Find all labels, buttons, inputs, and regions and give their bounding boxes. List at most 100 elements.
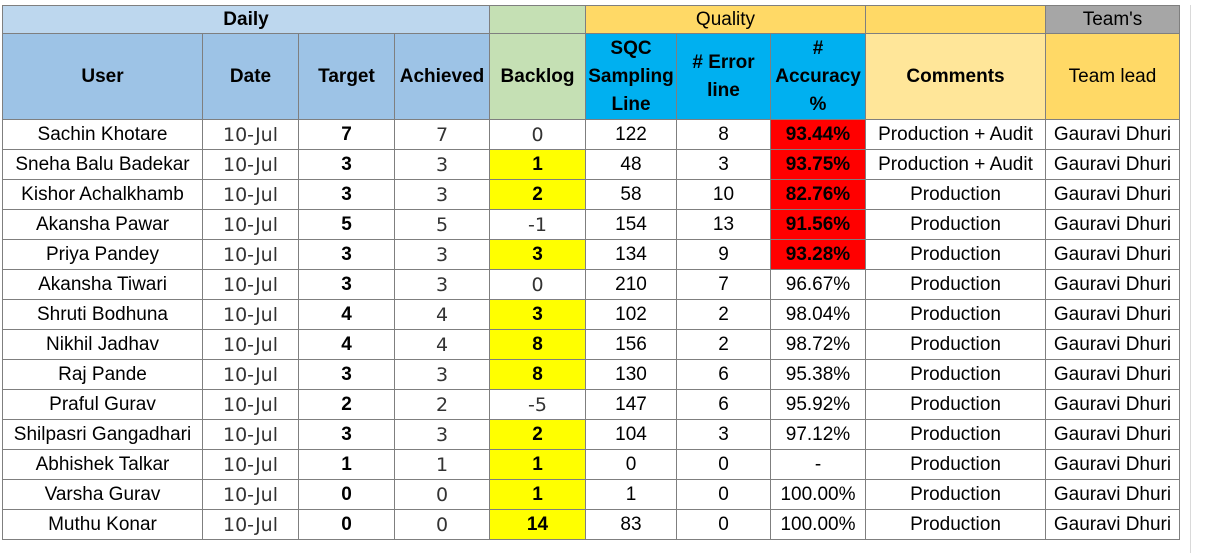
team-lead-cell[interactable]: Gauravi Dhuri (1045, 149, 1180, 180)
user-cell[interactable]: Priya Pandey (2, 239, 203, 270)
sqc-cell[interactable]: 156 (585, 329, 677, 360)
accuracy-cell[interactable]: 98.04% (770, 299, 866, 330)
sqc-cell[interactable]: 48 (585, 149, 677, 180)
achieved-cell[interactable]: 3 (394, 239, 490, 270)
backlog-cell[interactable]: 3 (489, 239, 586, 270)
comments-cell[interactable]: Production (865, 329, 1046, 360)
date-cell[interactable]: 10-Jul (202, 509, 299, 540)
user-cell[interactable]: Akansha Pawar (2, 209, 203, 240)
comments-cell[interactable]: Production (865, 419, 1046, 450)
sqc-cell[interactable]: 0 (585, 449, 677, 480)
achieved-cell[interactable]: 3 (394, 269, 490, 300)
error-cell[interactable]: 10 (676, 179, 771, 210)
achieved-cell[interactable]: 0 (394, 509, 490, 540)
user-cell[interactable]: Varsha Gurav (2, 479, 203, 510)
team-lead-cell[interactable]: Gauravi Dhuri (1045, 449, 1180, 480)
sqc-cell[interactable]: 210 (585, 269, 677, 300)
comments-cell[interactable]: Production (865, 239, 1046, 270)
sqc-cell[interactable]: 104 (585, 419, 677, 450)
date-cell[interactable]: 10-Jul (202, 359, 299, 390)
date-cell[interactable]: 10-Jul (202, 269, 299, 300)
backlog-cell[interactable]: -5 (489, 389, 586, 420)
backlog-cell[interactable]: 3 (489, 299, 586, 330)
daily-group-header[interactable]: Daily (2, 5, 490, 34)
target-cell[interactable]: 4 (298, 329, 395, 360)
sqc-cell[interactable]: 122 (585, 119, 677, 150)
target-cell[interactable]: 7 (298, 119, 395, 150)
achieved-cell[interactable]: 4 (394, 299, 490, 330)
backlog-cell[interactable]: 1 (489, 449, 586, 480)
date-cell[interactable]: 10-Jul (202, 479, 299, 510)
user-cell[interactable]: Muthu Konar (2, 509, 203, 540)
accuracy-cell[interactable]: 97.12% (770, 419, 866, 450)
date-cell[interactable]: 10-Jul (202, 299, 299, 330)
sqc-cell[interactable]: 102 (585, 299, 677, 330)
error-cell[interactable]: 2 (676, 299, 771, 330)
achieved-cell[interactable]: 2 (394, 389, 490, 420)
error-cell[interactable]: 9 (676, 239, 771, 270)
team-lead-cell[interactable]: Gauravi Dhuri (1045, 509, 1180, 540)
target-cell[interactable]: 5 (298, 209, 395, 240)
sqc-cell[interactable]: 134 (585, 239, 677, 270)
team-lead-cell[interactable]: Gauravi Dhuri (1045, 359, 1180, 390)
backlog-cell[interactable]: 0 (489, 119, 586, 150)
team-lead-cell[interactable]: Gauravi Dhuri (1045, 179, 1180, 210)
sqc-cell[interactable]: 58 (585, 179, 677, 210)
target-column-header[interactable]: Target (298, 33, 395, 120)
achieved-cell[interactable]: 7 (394, 119, 490, 150)
accuracy-cell[interactable]: 82.76% (770, 179, 866, 210)
accuracy-cell[interactable]: 100.00% (770, 479, 866, 510)
target-cell[interactable]: 3 (298, 149, 395, 180)
target-cell[interactable]: 3 (298, 269, 395, 300)
comments-cell[interactable]: Production (865, 209, 1046, 240)
comments-cell[interactable]: Production (865, 449, 1046, 480)
date-cell[interactable]: 10-Jul (202, 329, 299, 360)
error-cell[interactable]: 0 (676, 449, 771, 480)
backlog-column-header[interactable]: Backlog (489, 33, 586, 120)
date-cell[interactable]: 10-Jul (202, 149, 299, 180)
team-lead-cell[interactable]: Gauravi Dhuri (1045, 419, 1180, 450)
achieved-cell[interactable]: 3 (394, 419, 490, 450)
comments-cell[interactable]: Production (865, 299, 1046, 330)
team-lead-cell[interactable]: Gauravi Dhuri (1045, 479, 1180, 510)
accuracy-cell[interactable]: 95.38% (770, 359, 866, 390)
date-cell[interactable]: 10-Jul (202, 419, 299, 450)
target-cell[interactable]: 4 (298, 299, 395, 330)
error-cell[interactable]: 0 (676, 509, 771, 540)
teams-group-header[interactable]: Team's (1045, 5, 1180, 34)
accuracy-cell[interactable]: 98.72% (770, 329, 866, 360)
achieved-cell[interactable]: 3 (394, 359, 490, 390)
team-lead-cell[interactable]: Gauravi Dhuri (1045, 209, 1180, 240)
blank-group-cell[interactable] (489, 5, 586, 34)
sqc-cell[interactable]: 130 (585, 359, 677, 390)
team-lead-column-header[interactable]: Team lead (1045, 33, 1180, 120)
backlog-cell[interactable]: 14 (489, 509, 586, 540)
backlog-cell[interactable]: 2 (489, 179, 586, 210)
backlog-cell[interactable]: 8 (489, 359, 586, 390)
date-cell[interactable]: 10-Jul (202, 179, 299, 210)
quality-group-header[interactable]: Quality (585, 5, 866, 34)
achieved-cell[interactable]: 4 (394, 329, 490, 360)
comments-cell[interactable]: Production (865, 479, 1046, 510)
date-column-header[interactable]: Date (202, 33, 299, 120)
backlog-cell[interactable]: 2 (489, 419, 586, 450)
date-cell[interactable]: 10-Jul (202, 209, 299, 240)
team-lead-cell[interactable]: Gauravi Dhuri (1045, 299, 1180, 330)
user-cell[interactable]: Raj Pande (2, 359, 203, 390)
team-lead-cell[interactable]: Gauravi Dhuri (1045, 329, 1180, 360)
user-cell[interactable]: Sachin Khotare (2, 119, 203, 150)
backlog-cell[interactable]: 1 (489, 479, 586, 510)
error-cell[interactable]: 8 (676, 119, 771, 150)
date-cell[interactable]: 10-Jul (202, 119, 299, 150)
error-cell[interactable]: 3 (676, 149, 771, 180)
target-cell[interactable]: 2 (298, 389, 395, 420)
target-cell[interactable]: 3 (298, 419, 395, 450)
error-cell[interactable]: 7 (676, 269, 771, 300)
comments-cell[interactable]: Production + Audit (865, 119, 1046, 150)
user-cell[interactable]: Kishor Achalkhamb (2, 179, 203, 210)
sqc-cell[interactable]: 147 (585, 389, 677, 420)
date-cell[interactable]: 10-Jul (202, 389, 299, 420)
achieved-cell[interactable]: 0 (394, 479, 490, 510)
user-column-header[interactable]: User (2, 33, 203, 120)
sqc-cell[interactable]: 154 (585, 209, 677, 240)
